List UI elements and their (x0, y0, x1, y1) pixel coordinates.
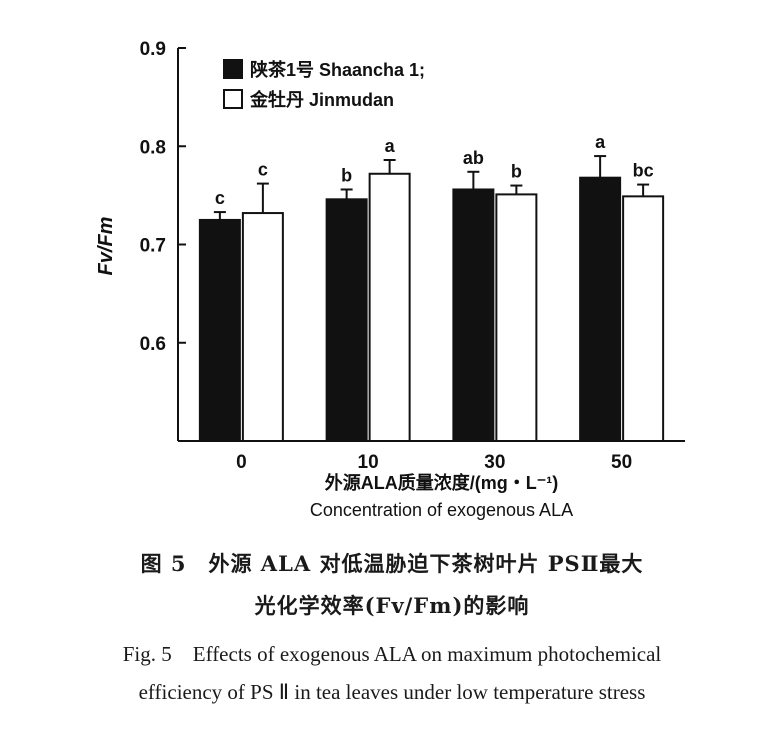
y-tick-label: 0.7 (140, 236, 166, 257)
y-tick-label: 0.6 (140, 334, 166, 355)
y-tick-label: 0.8 (140, 137, 166, 158)
y-axis-label: Fv/Fm (95, 217, 117, 276)
bar-jinmudan (241, 212, 284, 442)
caption-zh-line1: 图 5 外源 ALA 对低温胁迫下茶树叶片 PSⅡ最大 (140, 551, 644, 576)
significance-letter: a (385, 136, 396, 156)
bar-shaancha (198, 218, 241, 442)
x-axis-label-en: Concentration of exogenous ALA (310, 500, 573, 520)
caption-zh-line2: 光化学效率(Fv/Fm)的影响 (254, 593, 530, 618)
legend-swatch-shaancha (223, 59, 243, 79)
bar-jinmudan (622, 195, 665, 442)
significance-letter: c (258, 160, 268, 180)
x-tick-label: 10 (358, 452, 379, 473)
significance-letter: b (341, 165, 352, 185)
y-tick-label: 0.9 (140, 39, 166, 60)
x-tick-label: 0 (236, 452, 247, 473)
bar-jinmudan (368, 172, 411, 442)
bar-shaancha (579, 176, 622, 442)
caption-en-line1: Fig. 5 Effects of exogenous ALA on maxim… (122, 642, 662, 666)
x-axis-label-zh: 外源ALA质量浓度/(mg・L⁻¹) (325, 472, 558, 493)
bar-shaancha (452, 188, 495, 442)
significance-letter: ab (463, 148, 484, 168)
legend-label-shaancha: 陕茶1号 Shaancha 1; (250, 59, 425, 80)
legend-swatch-jinmudan (223, 89, 243, 109)
significance-letter: a (595, 132, 606, 152)
bar-jinmudan (495, 193, 538, 442)
significance-letter: bc (633, 161, 654, 181)
x-tick-label: 30 (484, 452, 505, 473)
bar-chart: 0.6 0.7 0.8 0.9 Fv/Fm c c 0 b a 10 ab b 30 a bc 50 外源ALA质… (95, 39, 685, 520)
significance-letter: b (511, 162, 522, 182)
x-tick-label: 50 (611, 452, 632, 473)
caption-en-line2: efficiency of PS Ⅱ in tea leaves under l… (138, 680, 646, 704)
significance-letter: c (215, 188, 225, 208)
bar-shaancha (325, 198, 368, 442)
legend-label-jinmudan: 金牡丹 Jinmudan (249, 89, 394, 110)
